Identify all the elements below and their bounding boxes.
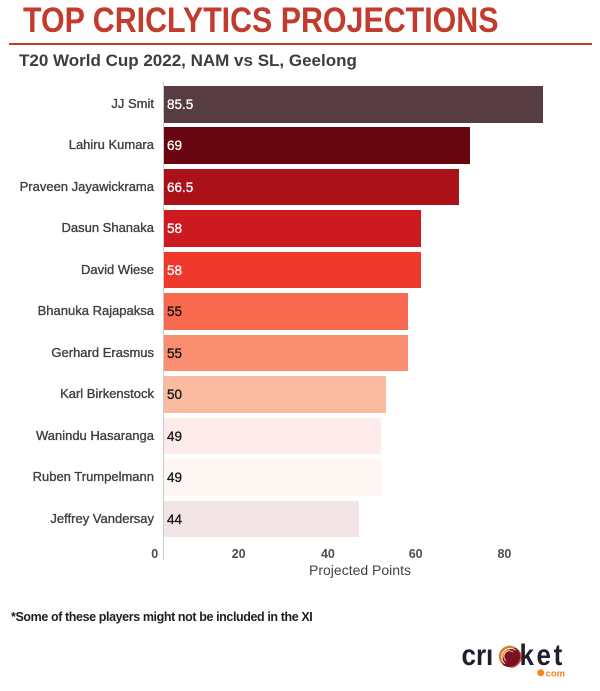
svg-text:crı: crı xyxy=(462,639,494,671)
svg-text:ket: ket xyxy=(520,639,565,671)
svg-text:com: com xyxy=(546,668,566,679)
